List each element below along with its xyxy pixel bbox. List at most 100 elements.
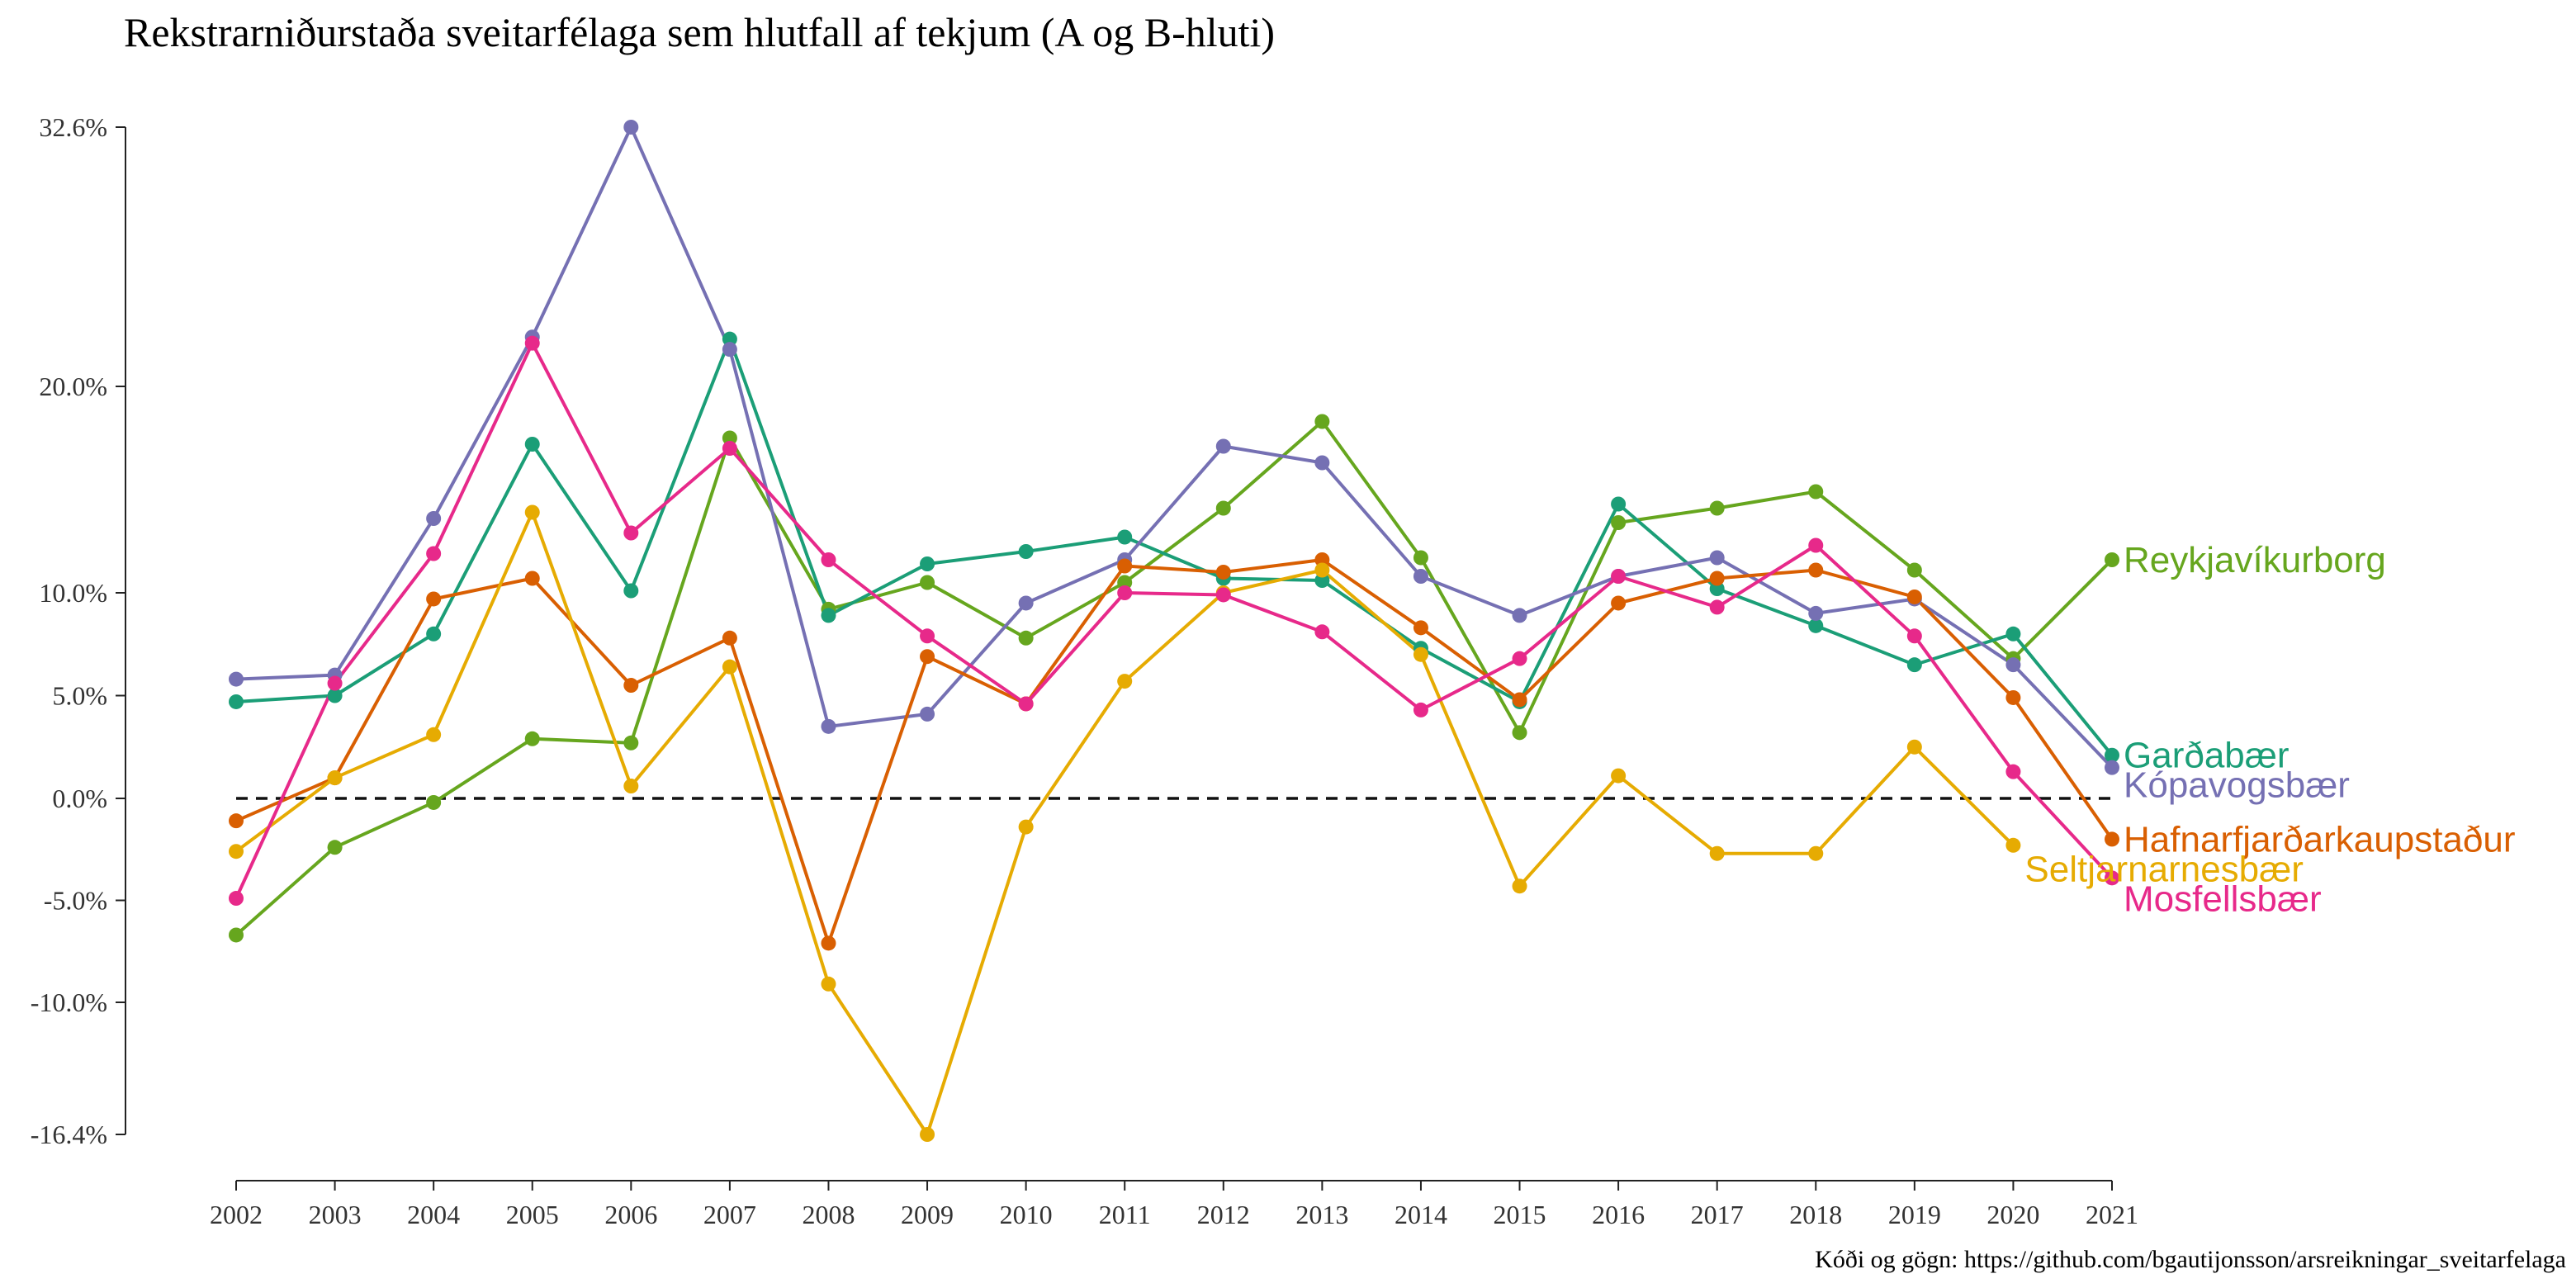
data-point [722,630,737,646]
data-point [722,331,737,347]
data-point [2105,760,2119,775]
x-tick-label: 2018 [1789,1200,1842,1229]
series-label: Garðabær [2124,736,2290,776]
x-tick-label: 2021 [2086,1200,2138,1229]
x-tick-label: 2004 [407,1200,460,1229]
data-point [1808,605,1824,621]
data-point [1018,544,1034,559]
series-points [229,120,2119,1142]
data-point [426,794,442,810]
data-point [229,927,244,943]
data-point [2105,552,2119,567]
data-point [1117,575,1133,590]
data-point [821,608,836,623]
data-point [2005,689,2021,705]
data-point [2005,626,2021,642]
data-point [1413,702,1428,717]
data-point [1611,569,1627,584]
data-point [1215,587,1231,603]
data-point [1314,414,1330,429]
x-tick-label: 2002 [210,1200,263,1229]
data-point [1906,562,1922,578]
data-point [426,626,442,642]
data-point [524,731,540,746]
data-point [623,525,639,541]
series-lines [234,125,2114,1136]
data-point [2005,764,2021,779]
x-tick-label: 2007 [703,1200,756,1229]
data-point [524,504,540,520]
x-tick-label: 2009 [901,1200,954,1229]
series-line-mosfellsbær [234,341,2114,899]
data-point [1314,624,1330,640]
data-point [1117,674,1133,689]
data-point [1413,550,1428,566]
data-point [229,844,244,859]
data-point [229,671,244,687]
data-point [2005,657,2021,673]
x-tick-label: 2016 [1592,1200,1645,1229]
data-point [524,335,540,351]
data-point [426,727,442,742]
data-point [920,649,935,665]
data-point [1117,585,1133,600]
data-point [1512,692,1527,708]
data-point [1215,500,1231,516]
data-point [1018,819,1034,835]
data-point [623,120,639,135]
data-point [722,659,737,675]
x-tick-label: 2017 [1691,1200,1744,1229]
data-point [1314,562,1330,578]
x-tick-label: 2015 [1494,1200,1546,1229]
data-point [1314,573,1330,588]
axes [125,127,2112,1181]
data-point [1314,552,1330,567]
data-point [1709,550,1725,566]
x-tick-label: 2012 [1197,1200,1250,1229]
data-point [327,770,343,786]
data-point [1808,618,1824,633]
x-tick-label: 2020 [1986,1200,2039,1229]
series-label: Reykjavíkurborg [2124,540,2386,580]
series-line-seltjarnarnesbær [234,510,2015,1136]
data-point [1215,565,1231,580]
y-tick-label: 32.6% [39,112,107,142]
series-label: Hafnarfjarðarkaupstaður [2124,819,2515,859]
data-point [623,583,639,599]
data-point [1413,569,1428,584]
data-point [1413,620,1428,636]
data-point [1611,496,1627,512]
data-point [1215,438,1231,454]
y-tick-label: 5.0% [52,681,107,711]
data-point [1709,845,1725,861]
x-tick-label: 2003 [309,1200,362,1229]
data-point [1018,595,1034,611]
data-point [1413,646,1428,662]
data-point [623,678,639,694]
x-tick-label: 2014 [1395,1200,1447,1229]
data-point [1611,768,1627,784]
data-point [1611,515,1627,530]
data-point [1906,628,1922,644]
data-point [1512,651,1527,666]
x-tick-label: 2011 [1099,1200,1151,1229]
data-point [821,935,836,951]
data-point [623,779,639,794]
data-point [1018,696,1034,712]
series-label: Seltjarnarnesbær [2024,849,2304,889]
x-ticks: 2002 2003 2004 2005 2006 2007 2008 2009 2010 2011… [210,1181,2138,1229]
data-point [229,694,244,709]
series-label: Kópavogsbær [2124,765,2350,806]
data-point [1906,657,1922,673]
data-point [1808,537,1824,553]
data-point [1611,595,1627,611]
x-tick-label: 2019 [1888,1200,1941,1229]
data-point [1314,455,1330,471]
data-point [1906,589,1922,604]
x-tick-label: 2013 [1295,1200,1348,1229]
data-point [426,511,442,526]
data-point [2105,747,2119,763]
data-point [1709,571,1725,586]
